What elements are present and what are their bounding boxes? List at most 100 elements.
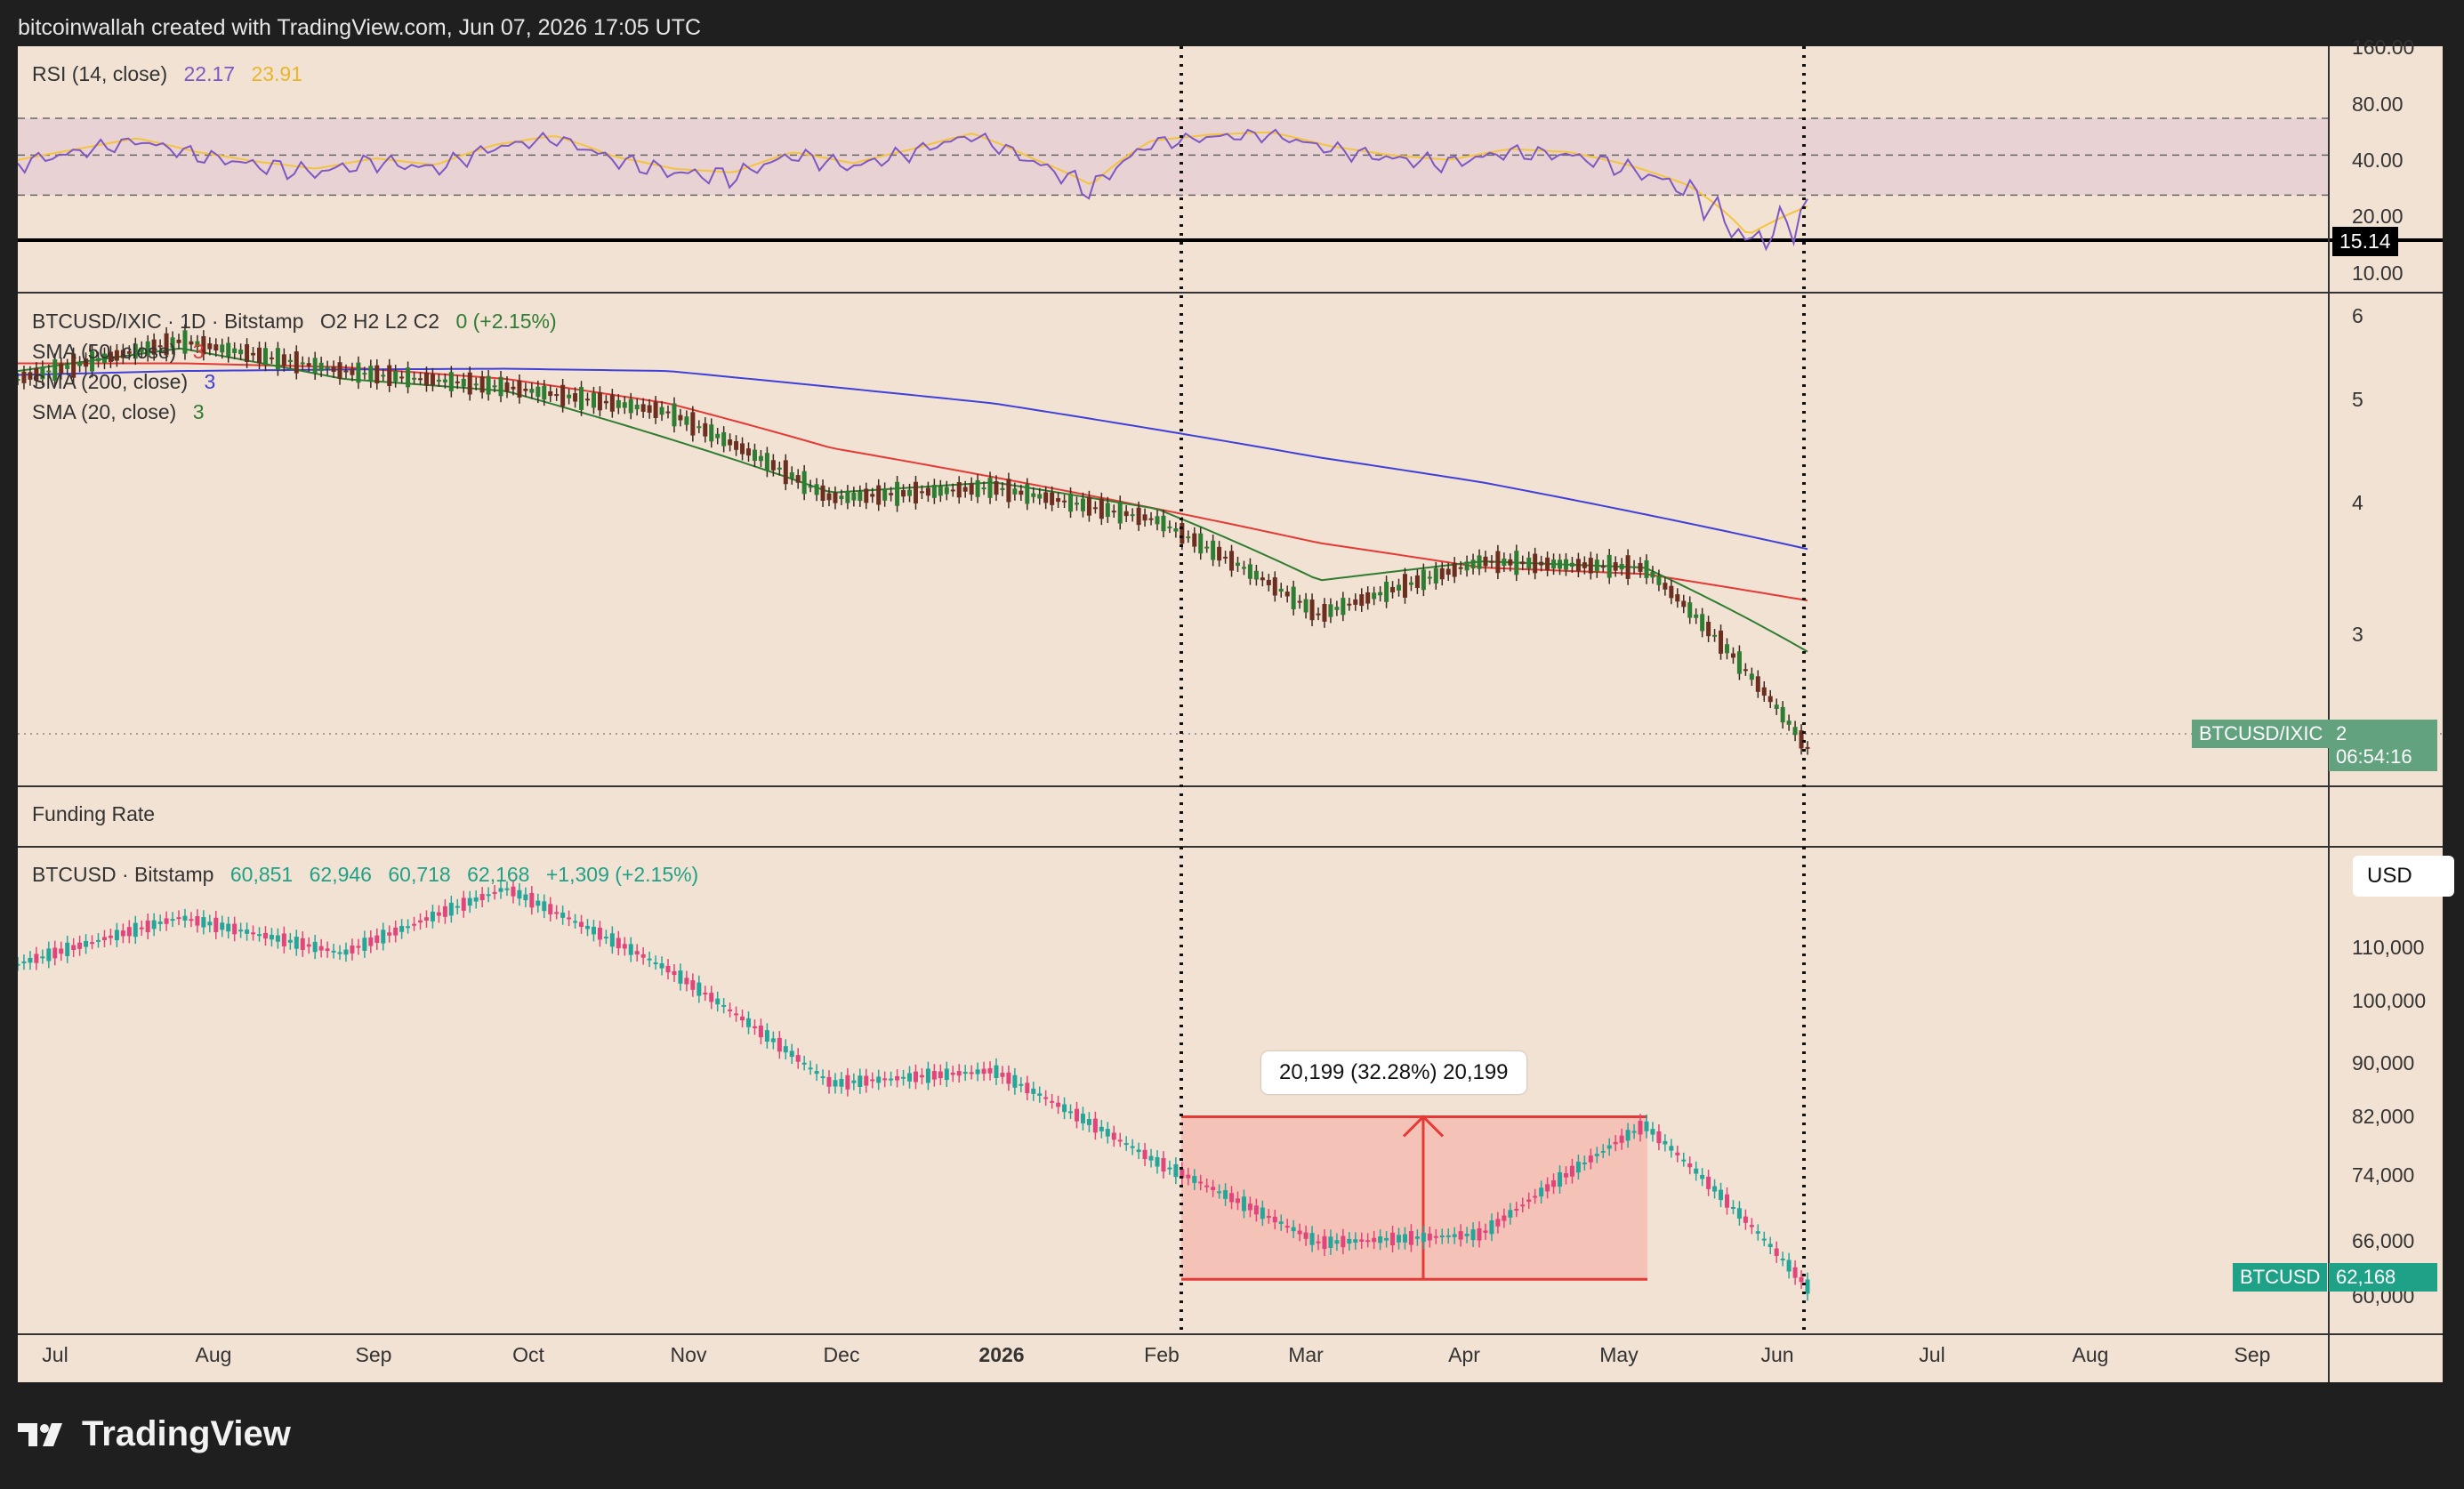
- price-candle: [795, 1055, 801, 1062]
- price-candle: [1173, 1163, 1179, 1178]
- rsi-y-tick: 10.00: [2352, 262, 2404, 285]
- chart-canvas[interactable]: [18, 46, 2443, 1382]
- ratio-candle: [1123, 511, 1129, 517]
- price-candle: [1563, 1172, 1568, 1178]
- price-candle: [752, 1026, 757, 1028]
- ratio-candle: [455, 381, 460, 383]
- measure-tool-label[interactable]: 20,199 (32.28%) 20,199: [1261, 1051, 1526, 1094]
- ratio-candle: [1211, 540, 1216, 560]
- ratio-candle: [1316, 613, 1321, 616]
- ratio-candle: [542, 385, 547, 400]
- price-candle: [1464, 1234, 1470, 1236]
- ratio-candle: [189, 341, 194, 345]
- sma-20-legend[interactable]: SMA (20, close) 3: [32, 400, 205, 424]
- rsi-level-badge: 15.14: [2332, 227, 2398, 256]
- price-candle: [1247, 1203, 1252, 1211]
- ratio-candle: [126, 351, 132, 354]
- ratio-candle: [170, 337, 175, 349]
- rsi-legend[interactable]: RSI (14, close) 22.17 23.91: [32, 62, 302, 86]
- price-candle: [1378, 1235, 1383, 1244]
- sma-50-legend[interactable]: SMA (50, close) 3: [32, 340, 205, 364]
- price-candle: [84, 940, 89, 947]
- ratio-candle: [145, 341, 150, 356]
- price-candle: [399, 925, 405, 932]
- price-candle: [1062, 1104, 1067, 1113]
- ratio-candle: [1092, 507, 1098, 510]
- ratio-candle: [1086, 496, 1091, 516]
- ratio-candle: [591, 392, 596, 408]
- price-candle: [1638, 1121, 1643, 1135]
- ratio-candle: [479, 376, 485, 393]
- price-candle: [789, 1050, 794, 1058]
- price-candle: [697, 982, 702, 996]
- price-candle: [628, 944, 633, 955]
- ratio-candle: [1483, 556, 1488, 567]
- ratio-candle: [262, 348, 268, 366]
- price-candle: [1712, 1186, 1718, 1192]
- ratio-legend[interactable]: BTCUSD/IXIC · 1D · Bitstamp O2 H2 L2 C2 …: [32, 310, 557, 334]
- ratio-candle: [108, 351, 113, 362]
- ratio-candle: [1650, 571, 1655, 578]
- price-candle: [901, 1076, 906, 1079]
- ratio-candle: [306, 363, 311, 366]
- price-candle: [1533, 1195, 1538, 1198]
- price-candle: [1433, 1235, 1438, 1238]
- ratio-candle: [133, 343, 138, 359]
- price-candle: [245, 930, 250, 934]
- price-y-tick: 110,000: [2352, 936, 2425, 959]
- ratio-candle: [795, 475, 801, 483]
- price-candle: [684, 978, 689, 985]
- price-candle: [1545, 1184, 1550, 1192]
- x-axis-label: May: [1599, 1343, 1639, 1366]
- ratio-candle: [1675, 594, 1680, 602]
- ratio-candle: [1743, 669, 1748, 672]
- tradingview-logo[interactable]: TradingView: [18, 1414, 291, 1454]
- ratio-candle: [1656, 575, 1662, 585]
- ratio-candle: [1706, 622, 1711, 637]
- price-candle: [858, 1075, 863, 1087]
- price-candle: [764, 1030, 769, 1042]
- funding-rate-title[interactable]: Funding Rate: [32, 802, 156, 825]
- price-candle: [597, 927, 602, 940]
- ratio-candle: [728, 439, 733, 446]
- price-candle: [201, 917, 206, 928]
- ratio-candle: [1019, 490, 1024, 495]
- ratio-candle: [1130, 514, 1135, 517]
- price-candle: [1260, 1207, 1265, 1219]
- ratio-y-tick: 6: [2352, 304, 2363, 327]
- ratio-candle: [579, 387, 584, 410]
- price-candle: [461, 897, 466, 911]
- ratio-candle: [96, 358, 101, 362]
- ratio-candle: [987, 478, 993, 498]
- price-candle: [1551, 1180, 1557, 1187]
- price-candle: [1347, 1238, 1352, 1244]
- price-candle: [1489, 1220, 1494, 1235]
- ratio-candle: [412, 377, 417, 380]
- ratio-candle: [820, 485, 825, 502]
- price-candle: [1341, 1235, 1346, 1248]
- ratio-y-tick: 3: [2352, 623, 2363, 646]
- ratio-candle: [1489, 560, 1494, 563]
- price-candle: [1569, 1165, 1574, 1177]
- price-candle: [1037, 1093, 1043, 1096]
- price-candle: [1359, 1239, 1365, 1242]
- price-candle: [640, 954, 646, 958]
- ratio-candle: [356, 362, 361, 383]
- ratio-candle: [461, 378, 466, 387]
- price-candle: [1025, 1083, 1030, 1093]
- ratio-candle: [1167, 526, 1172, 528]
- x-axis-label: Mar: [1288, 1343, 1324, 1366]
- price-legend[interactable]: BTCUSD · Bitstamp 60,851 62,946 60,718 6…: [32, 863, 698, 887]
- ratio-candle: [251, 352, 256, 356]
- price-candle: [1755, 1231, 1760, 1234]
- price-y-tick: 82,000: [2352, 1105, 2415, 1128]
- sma-200-legend[interactable]: SMA (200, close) 3: [32, 370, 215, 394]
- ratio-candle: [1663, 583, 1668, 590]
- price-candle: [269, 934, 274, 940]
- price-candle: [1631, 1131, 1637, 1133]
- ratio-candle: [157, 345, 163, 348]
- price-candle: [1663, 1140, 1668, 1145]
- rsi-y-tick: 40.00: [2352, 149, 2404, 172]
- currency-button[interactable]: USD: [2353, 856, 2454, 897]
- chart-area[interactable]: RSI (14, close) 22.17 23.91 BTCUSD/IXIC …: [18, 36, 2454, 1382]
